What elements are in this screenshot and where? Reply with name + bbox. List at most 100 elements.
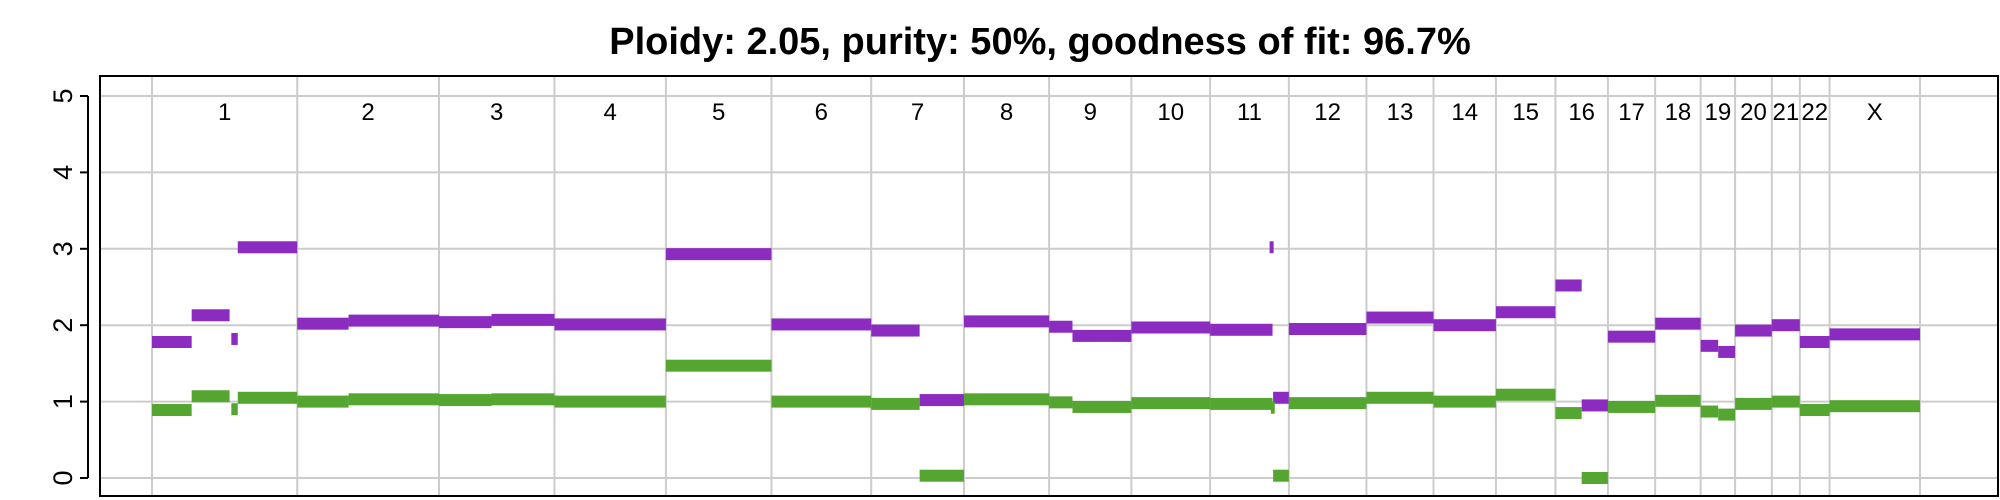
major-copy-number-segment bbox=[1049, 320, 1073, 333]
plot-frame bbox=[99, 75, 1999, 497]
major-copy-number-segment bbox=[1799, 336, 1830, 349]
major-copy-number-segment bbox=[1718, 345, 1736, 358]
segments bbox=[152, 241, 1920, 484]
major-copy-number-segment bbox=[1210, 323, 1273, 336]
minor-copy-number-segment bbox=[231, 403, 238, 416]
minor-copy-number-segment bbox=[491, 393, 555, 406]
minor-copy-number-segment bbox=[1131, 397, 1211, 410]
minor-copy-number-segment bbox=[1735, 397, 1772, 410]
major-copy-number-segment bbox=[1366, 311, 1434, 324]
major-copy-number-segment bbox=[348, 314, 439, 327]
chromosome-label: 21 bbox=[1772, 99, 1799, 126]
chromosome-label: 9 bbox=[1084, 99, 1097, 126]
chromosome-label: 20 bbox=[1740, 99, 1767, 126]
minor-copy-number-segment bbox=[348, 393, 439, 406]
major-copy-number-segment bbox=[1288, 323, 1367, 336]
major-copy-number-segment bbox=[1581, 399, 1608, 412]
minor-copy-number-segment bbox=[191, 390, 230, 403]
minor-copy-number-segment bbox=[1273, 469, 1289, 482]
minor-copy-number-segment bbox=[1581, 472, 1608, 484]
major-copy-number-segment bbox=[491, 313, 555, 326]
chromosome-label: 5 bbox=[712, 99, 725, 126]
major-copy-number-segment bbox=[554, 318, 666, 331]
y-axis: 0 1 2 3 4 5 bbox=[48, 88, 89, 486]
y-tick-label: 0 bbox=[48, 470, 78, 485]
major-copy-number-segment bbox=[1555, 279, 1582, 292]
minor-copy-number-segment bbox=[1270, 401, 1275, 414]
major-copy-number-segment bbox=[297, 317, 349, 330]
major-copy-number-segment bbox=[438, 316, 492, 329]
major-copy-number-segment bbox=[871, 324, 920, 337]
minor-copy-number-segment bbox=[1072, 400, 1132, 413]
major-copy-number-segment bbox=[1735, 324, 1772, 337]
major-copy-number-segment bbox=[1273, 391, 1289, 404]
minor-copy-number-segment bbox=[1049, 396, 1073, 409]
minor-copy-number-segment bbox=[1655, 394, 1701, 407]
y-tick-label: 1 bbox=[48, 394, 78, 409]
minor-copy-number-segment bbox=[1829, 400, 1920, 413]
major-copy-number-segment bbox=[1072, 329, 1132, 342]
chromosome-label: 15 bbox=[1512, 99, 1539, 126]
chromosome-label: 19 bbox=[1705, 99, 1732, 126]
major-copy-number-segment bbox=[1829, 328, 1920, 341]
major-copy-number-segment bbox=[1700, 339, 1719, 352]
minor-copy-number-segment bbox=[1799, 404, 1830, 417]
minor-copy-number-segment bbox=[919, 469, 964, 482]
major-copy-number-segment bbox=[665, 248, 772, 261]
minor-copy-number-segment bbox=[665, 359, 772, 372]
minor-copy-number-segment bbox=[1495, 388, 1556, 401]
y-tick-label: 5 bbox=[48, 88, 78, 103]
minor-copy-number-segment bbox=[1433, 395, 1496, 408]
chromosome-label: 16 bbox=[1568, 99, 1595, 126]
major-copy-number-segment bbox=[1131, 321, 1211, 334]
minor-copy-number-segment bbox=[1771, 395, 1800, 408]
y-tick-label: 2 bbox=[48, 318, 78, 333]
minor-copy-number-segment bbox=[1210, 397, 1273, 410]
minor-copy-number-segment bbox=[554, 395, 666, 408]
minor-copy-number-segment bbox=[1700, 405, 1719, 418]
chromosome-label: 14 bbox=[1451, 99, 1478, 126]
chromosome-label: 17 bbox=[1618, 99, 1645, 126]
major-copy-number-segment bbox=[231, 332, 238, 345]
major-copy-number-segment bbox=[771, 318, 872, 331]
chromosome-label: 12 bbox=[1314, 99, 1341, 126]
chromosome-label: 4 bbox=[604, 99, 617, 126]
minor-copy-number-segment bbox=[297, 395, 349, 408]
chromosome-label: X bbox=[1867, 99, 1883, 126]
major-copy-number-segment bbox=[1655, 317, 1701, 330]
minor-copy-number-segment bbox=[1718, 408, 1736, 421]
major-copy-number-segment bbox=[963, 315, 1050, 328]
minor-copy-number-segment bbox=[237, 391, 298, 404]
major-copy-number-segment bbox=[1607, 330, 1656, 343]
major-copy-number-segment bbox=[152, 336, 192, 349]
minor-copy-number-segment bbox=[152, 404, 192, 417]
minor-copy-number-segment bbox=[1366, 391, 1434, 404]
chromosome-label: 8 bbox=[1000, 99, 1013, 126]
chromosome-label: 18 bbox=[1665, 99, 1692, 126]
chromosome-label: 6 bbox=[815, 99, 828, 126]
chromosome-labels: 1 2 3 4 5 6 7 8 9 10 11 12 13 14 15 16 17 18 19 20 21 22 X bbox=[218, 99, 1883, 126]
major-copy-number-segment bbox=[1433, 319, 1496, 332]
y-tick-label: 3 bbox=[48, 241, 78, 256]
chromosome-label: 22 bbox=[1801, 99, 1828, 126]
major-copy-number-segment bbox=[1269, 241, 1274, 254]
minor-copy-number-segment bbox=[1607, 400, 1656, 413]
minor-copy-number-segment bbox=[963, 393, 1050, 406]
chromosome-label: 2 bbox=[361, 99, 374, 126]
chromosome-label: 1 bbox=[218, 99, 231, 126]
chromosome-label: 3 bbox=[490, 99, 503, 126]
minor-copy-number-segment bbox=[1288, 397, 1367, 410]
major-copy-number-segment bbox=[237, 241, 298, 254]
chart-title: Ploidy: 2.05, purity: 50%, goodness of f… bbox=[609, 21, 1471, 63]
minor-copy-number-segment bbox=[438, 394, 492, 407]
chromosome-label: 7 bbox=[911, 99, 924, 126]
chromosome-label: 10 bbox=[1157, 99, 1184, 126]
major-copy-number-segment bbox=[1771, 319, 1800, 332]
minor-copy-number-segment bbox=[771, 395, 872, 408]
major-copy-number-segment bbox=[1495, 306, 1556, 319]
chromosome-label: 11 bbox=[1237, 99, 1262, 126]
minor-copy-number-segment bbox=[1555, 407, 1582, 420]
major-copy-number-segment bbox=[919, 394, 964, 407]
minor-copy-number-segment bbox=[871, 397, 920, 410]
